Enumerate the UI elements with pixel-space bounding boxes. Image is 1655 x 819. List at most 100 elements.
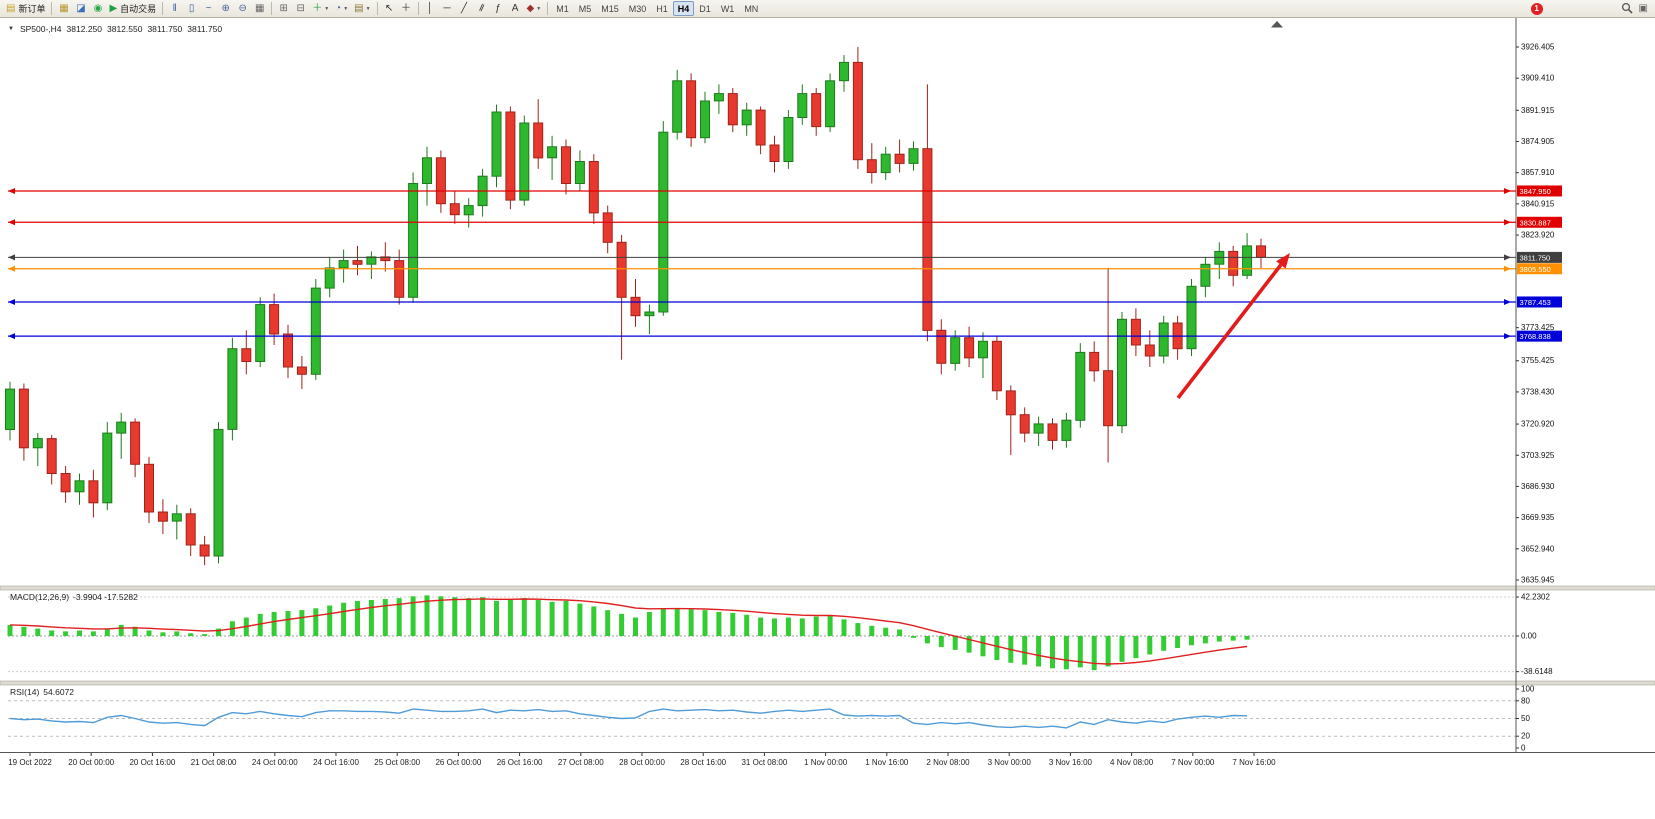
macd-bar xyxy=(841,619,847,636)
shapes-button[interactable]: ◆ ▼ xyxy=(524,1,545,16)
candle xyxy=(561,146,571,185)
candle xyxy=(672,80,683,133)
chart-area[interactable]: 3926.405 3909.410 3891.915 3874.905 3857.910… xyxy=(0,18,1655,819)
tile-windows-icon[interactable]: ▦ xyxy=(251,1,268,16)
channel-button[interactable]: ‖ xyxy=(473,1,490,16)
candle xyxy=(922,148,933,331)
zoom-in-icon[interactable]: ⊕ xyxy=(217,1,234,16)
candle xyxy=(644,311,655,317)
candle xyxy=(547,146,558,159)
candle xyxy=(811,93,822,128)
macd-bar xyxy=(785,617,791,636)
cascade-windows-icon: ⊟ xyxy=(296,2,305,14)
search-icon[interactable] xyxy=(1621,2,1633,16)
arrange-windows-icon: ⊞ xyxy=(279,2,288,14)
text-button[interactable]: A xyxy=(507,1,524,16)
arrange-windows-icon[interactable]: ⊞ xyxy=(275,1,292,16)
candle xyxy=(449,203,460,216)
autotrading-button[interactable]: ▶ 自动交易 xyxy=(106,1,159,16)
candle xyxy=(783,117,794,162)
macd-bar xyxy=(855,623,861,636)
horizontal-line-button[interactable]: ─ xyxy=(439,1,456,16)
rsi-line xyxy=(9,708,1248,729)
toolbar-separator xyxy=(376,2,378,15)
vertical-line-button[interactable]: │ xyxy=(422,1,439,16)
macd-bar xyxy=(633,617,638,636)
macd-bar xyxy=(869,625,875,636)
macd-signal-line xyxy=(9,598,1248,665)
macd-bar xyxy=(952,636,958,650)
price-axis[interactable]: 3926.405 3909.410 3891.915 3874.905 3857.910… xyxy=(1516,43,1562,585)
line-end-marker xyxy=(1504,298,1511,305)
macd-pane xyxy=(7,595,1250,671)
cascade-windows-icon[interactable]: ⊟ xyxy=(292,1,309,16)
timeframe-mn-button[interactable]: MN xyxy=(744,3,759,14)
templates-button[interactable]: ▤ ▼ xyxy=(351,1,373,16)
timeframe-d1-button[interactable]: D1 xyxy=(699,3,711,14)
candle xyxy=(505,111,516,201)
line-end-marker xyxy=(1504,265,1511,272)
candle xyxy=(700,100,710,139)
zoom-out-icon[interactable]: ⊖ xyxy=(234,1,251,16)
macd-bar xyxy=(452,597,458,636)
candle xyxy=(269,304,280,335)
candle xyxy=(227,348,238,430)
chart-shift-marker[interactable] xyxy=(1271,21,1283,28)
symbol-period-label: SP500-,H4 xyxy=(19,24,62,34)
candle xyxy=(1075,351,1086,421)
pane-splitter[interactable] xyxy=(0,680,1655,686)
price-tick-label: 3720.920 xyxy=(1521,420,1555,429)
ohlc-low: 3811.750 xyxy=(147,24,183,34)
timeframe-h1-button[interactable]: H1 xyxy=(656,3,668,14)
candlestick-chart-icon[interactable]: ▯ xyxy=(183,1,200,16)
sound-icon[interactable]: ◉ xyxy=(89,1,106,16)
price-tick-label: 3840.915 xyxy=(1521,199,1555,208)
candle xyxy=(588,161,599,214)
dock-icon[interactable]: ▣ xyxy=(1638,3,1648,14)
macd-bar xyxy=(577,603,583,636)
fibonacci-button[interactable]: ƒ xyxy=(490,1,507,16)
periods-button[interactable]: ◔ ▼ xyxy=(332,1,351,16)
line-chart-icon[interactable]: ~ xyxy=(200,1,217,16)
indicators-button[interactable]: ＋ ▼ xyxy=(309,1,332,16)
macd-bar xyxy=(688,609,694,636)
timeframe-m30-button[interactable]: M30 xyxy=(628,3,647,14)
horizontal-line-icon: ─ xyxy=(443,2,451,14)
time-label: 7 Nov 16:00 xyxy=(1232,758,1276,767)
macd-bar xyxy=(1105,636,1111,667)
crosshair-button[interactable]: ＋ xyxy=(398,1,415,16)
macd-bar xyxy=(1189,636,1194,646)
rsi-tick-label: 100 xyxy=(1521,685,1535,694)
cursor-button[interactable]: ↖ xyxy=(381,1,398,16)
profiles-icon[interactable]: ◪ xyxy=(72,1,89,16)
toolbar-separator xyxy=(417,2,419,15)
charts-icon[interactable]: ▦ xyxy=(55,1,72,16)
timeframe-w1-button[interactable]: W1 xyxy=(720,3,735,14)
new-order-button[interactable]: ▤ 新订单 xyxy=(3,1,48,16)
timeframe-m5-button[interactable]: M5 xyxy=(578,3,592,14)
trend-arrow[interactable] xyxy=(1176,263,1283,400)
price-tick-label: 3909.410 xyxy=(1521,74,1555,83)
bar-chart-icon[interactable]: ‖ xyxy=(166,1,183,16)
macd-bar xyxy=(1036,636,1042,667)
price-tag-label: 3811.750 xyxy=(1520,253,1551,262)
time-axis[interactable]: 19 Oct 2022 20 Oct 00:00 20 Oct 16:00 21 Oc… xyxy=(8,753,1276,767)
line-end-marker xyxy=(1504,187,1511,194)
chevron-down-icon[interactable]: ▼ xyxy=(8,26,14,32)
timeframe-h4-button[interactable]: H4 xyxy=(672,1,695,16)
pane-splitter[interactable] xyxy=(0,585,1655,591)
macd-bar xyxy=(827,615,833,636)
macd-bar xyxy=(1230,636,1236,641)
candle xyxy=(255,304,266,363)
time-label: 28 Oct 00:00 xyxy=(619,758,665,767)
timeframe-m15-button[interactable]: M15 xyxy=(601,3,619,14)
trendline-button[interactable]: ╱ xyxy=(456,1,473,16)
chevron-down-icon: ▼ xyxy=(365,5,371,12)
macd-bar xyxy=(1133,636,1139,659)
price-tick-label: 3926.405 xyxy=(1521,43,1555,52)
notification-badge[interactable]: 1 xyxy=(1530,2,1543,15)
rsi-tick-label: 0 xyxy=(1521,744,1526,753)
candle xyxy=(241,348,252,363)
timeframe-m1-button[interactable]: M1 xyxy=(556,3,569,14)
